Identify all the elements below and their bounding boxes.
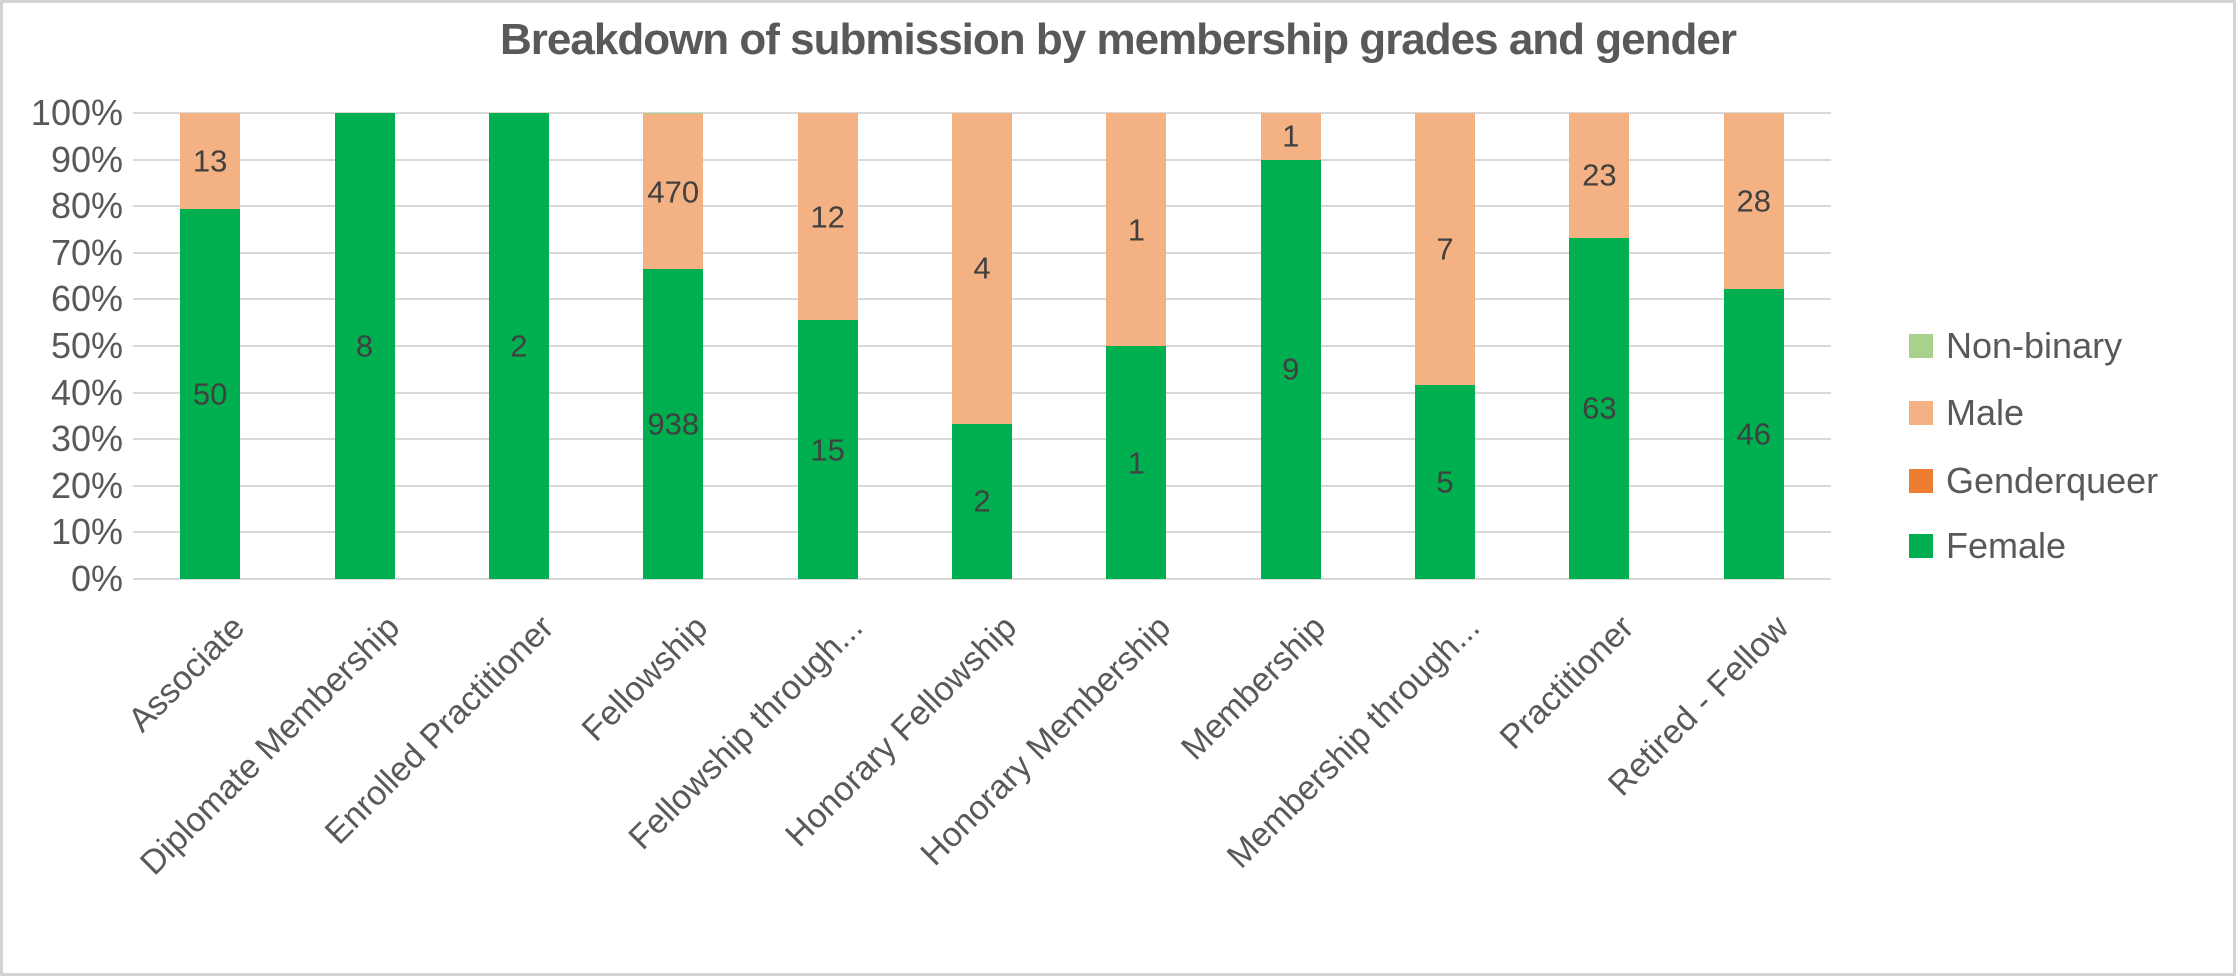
bar-segment-male <box>1415 113 1476 385</box>
data-label: 63 <box>1582 390 1617 426</box>
y-tick-label: 50% <box>50 325 123 366</box>
data-label: 13 <box>192 143 228 179</box>
legend-swatch <box>1909 469 1933 493</box>
x-tick-label: Diplomate Membership <box>132 608 407 883</box>
stacked-bar: 46 28 <box>1723 113 1784 579</box>
legend-label: Male <box>1946 392 2025 433</box>
data-label: 1 <box>1282 118 1300 154</box>
x-tick-label: Fellowship <box>574 608 716 749</box>
x-tick-label: Associate <box>121 608 253 740</box>
bar-segment-female <box>1415 384 1476 579</box>
legend-swatch <box>1909 334 1933 358</box>
bar-segment-female <box>1723 289 1784 579</box>
y-tick-label: 60% <box>50 278 123 320</box>
y-tick-label: 100% <box>30 92 123 133</box>
x-tick-label: Membership <box>1173 608 1333 768</box>
stacked-bar: 938 470 <box>643 113 704 579</box>
x-tick-label: Honorary Membership <box>913 608 1179 874</box>
bar-segment-male <box>1106 113 1167 346</box>
category-column: 15 12 <box>750 113 904 579</box>
legend-swatch <box>1909 401 1933 425</box>
gridline <box>133 112 1831 114</box>
data-label: 2 <box>973 483 991 519</box>
stacked-bar: 63 23 <box>1569 113 1630 579</box>
data-label: 15 <box>810 432 845 468</box>
x-tick-label: Membership through... <box>1219 608 1488 876</box>
data-label: 1 <box>1127 445 1145 480</box>
legend-label: Female <box>1946 525 2067 566</box>
data-label: 4 <box>973 250 991 286</box>
legend-label: Genderqueer <box>1946 460 2159 501</box>
stacked-bar: 2 <box>488 113 549 579</box>
legend-item: Female <box>1909 528 2066 564</box>
plot-area: 50 13 8 2 938 470 15 12 2 4 1 1 9 1 5 7 63 23 46 28 <box>133 113 1831 579</box>
y-tick-label: 20% <box>50 464 123 506</box>
data-label: 7 <box>1436 231 1454 267</box>
gridline <box>133 578 1831 580</box>
bar-segment-female <box>1569 237 1630 579</box>
category-column: 2 <box>442 113 596 579</box>
bar-segment-male <box>1260 113 1321 160</box>
bar-segment-male <box>180 113 241 210</box>
legend-label: Non-binary <box>1946 325 2123 366</box>
category-column: 63 23 <box>1522 113 1676 579</box>
data-label: 28 <box>1736 183 1772 219</box>
bar-segment-female <box>643 269 704 579</box>
y-tick-label: 80% <box>50 185 123 227</box>
legend-item: Non-binary <box>1909 328 2122 364</box>
y-tick-label: 30% <box>50 418 123 460</box>
y-tick-label: 90% <box>50 138 123 180</box>
bar-segment-female <box>1106 346 1167 579</box>
category-column: 46 28 <box>1677 113 1831 579</box>
y-tick-label: 0% <box>70 558 123 599</box>
y-tick-label: 40% <box>50 371 123 413</box>
bar-segment-non-binary <box>643 113 704 114</box>
data-label: 5 <box>1436 464 1454 500</box>
data-label: 46 <box>1736 416 1772 452</box>
data-label: 50 <box>192 376 228 412</box>
bar-segment-male <box>1723 113 1784 290</box>
data-label: 8 <box>355 328 374 364</box>
x-tick-label: Practitioner <box>1493 608 1642 757</box>
data-label: 12 <box>810 199 845 235</box>
bar-segment-male <box>951 113 1012 424</box>
bar-segment-female <box>180 209 241 579</box>
bar-segment-female <box>797 320 858 579</box>
legend-swatch <box>1909 534 1933 558</box>
bar-segment-female <box>951 423 1012 579</box>
bar-segment-male <box>1569 113 1630 238</box>
bar-segment-male <box>797 113 858 321</box>
data-label: 23 <box>1582 157 1617 193</box>
legend-item: Male <box>1909 395 2024 431</box>
data-label: 2 <box>510 328 528 364</box>
stacked-bar: 8 <box>334 113 395 579</box>
category-column: 938 470 <box>596 113 750 579</box>
stacked-bar: 15 12 <box>797 113 858 579</box>
stacked-bar: 50 13 <box>180 113 241 579</box>
bar-segment-female <box>1260 159 1321 579</box>
bar-segment-female <box>488 113 549 579</box>
chart-title: Breakdown of submission by membership gr… <box>500 15 1737 64</box>
bar-segment-female <box>334 113 395 579</box>
data-label: 470 <box>647 174 700 210</box>
category-column: 50 13 <box>133 113 287 579</box>
data-label: 938 <box>647 406 700 442</box>
y-tick-label: 70% <box>50 231 123 273</box>
category-column: 8 <box>287 113 441 579</box>
legend-item: Genderqueer <box>1909 463 2158 499</box>
data-label: 9 <box>1282 351 1300 387</box>
bar-segment-male <box>643 114 704 270</box>
data-label: 1 <box>1127 212 1145 247</box>
y-tick-label: 10% <box>50 511 123 553</box>
